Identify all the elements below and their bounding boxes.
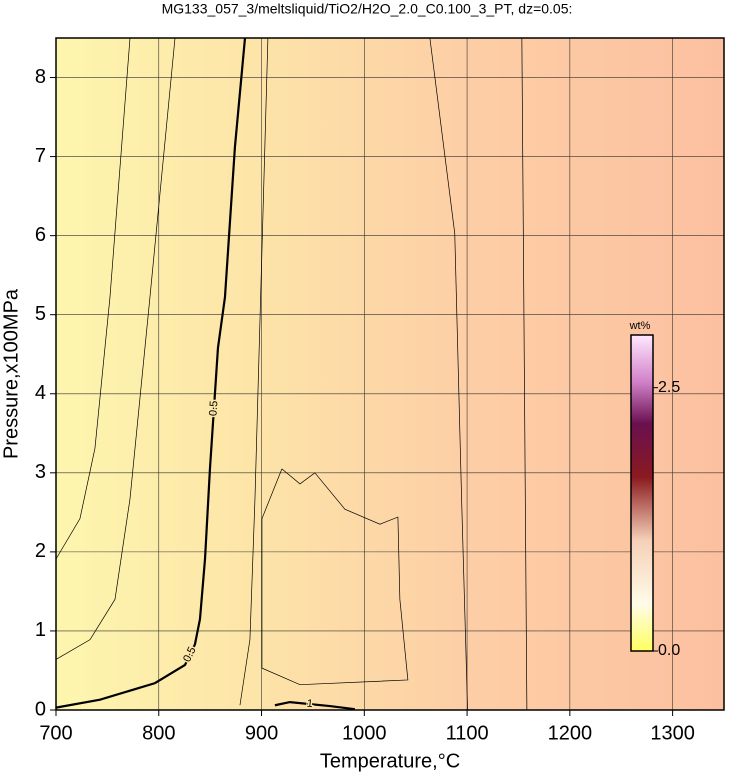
x-tick-label: 800	[142, 722, 175, 744]
contour-label: 1	[306, 698, 313, 711]
x-tick-label: 1000	[342, 722, 387, 744]
x-tick-label: 1100	[446, 722, 489, 744]
plot-frame	[55, 37, 725, 711]
contour-line	[429, 37, 468, 711]
y-tick-label: 7	[35, 145, 46, 167]
y-tick-label: 2	[35, 540, 46, 562]
x-tick-label: 1200	[548, 722, 593, 744]
colorbar-label: wt%	[629, 320, 651, 332]
plot-background	[56, 38, 724, 710]
y-tick-label: 6	[35, 224, 46, 246]
x-tick-label: 900	[245, 722, 278, 744]
y-axis-label: Pressure,x100MPa	[0, 288, 22, 459]
colorbar-tick-label: 0.0	[658, 642, 680, 659]
chart-title: MG133_057_3/meltsliquid/TiO2/H2O_2.0_C0.…	[162, 1, 573, 17]
contour-label: 0.5	[207, 400, 220, 416]
colorbar	[630, 334, 654, 652]
contour-line	[55, 37, 247, 709]
x-tick-label: 1300	[650, 722, 695, 744]
contour-line	[55, 37, 176, 660]
x-tick-label: 700	[39, 722, 72, 744]
x-axis-label: Temperature,°C	[320, 750, 460, 772]
contour-line	[274, 700, 355, 711]
colorbar-tick-label: 2.5	[658, 379, 680, 396]
contour-line	[239, 37, 269, 706]
contour-line	[55, 37, 131, 560]
y-tick-label: 0	[35, 698, 46, 720]
y-tick-label: 8	[35, 66, 46, 88]
contour-line	[521, 37, 528, 711]
y-tick-label: 5	[35, 303, 46, 325]
y-tick-label: 1	[35, 619, 46, 641]
contour-line	[261, 468, 409, 686]
y-tick-label: 4	[35, 382, 46, 404]
y-tick-label: 3	[35, 461, 46, 483]
